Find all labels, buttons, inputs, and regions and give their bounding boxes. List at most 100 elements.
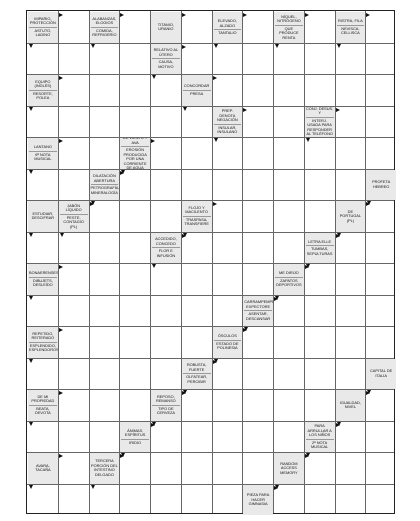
grid-cell[interactable] <box>242 389 273 421</box>
grid-cell[interactable] <box>119 106 150 138</box>
grid-cell[interactable] <box>273 326 304 358</box>
grid-cell[interactable] <box>335 169 366 201</box>
grid-cell[interactable] <box>89 232 120 264</box>
grid-cell[interactable] <box>150 452 181 484</box>
grid-cell[interactable] <box>365 452 396 484</box>
grid-cell[interactable] <box>89 263 120 295</box>
grid-cell[interactable] <box>273 169 304 201</box>
grid-cell[interactable] <box>273 137 304 169</box>
grid-cell[interactable] <box>273 74 304 106</box>
grid-cell[interactable] <box>89 421 120 453</box>
grid-cell[interactable] <box>335 484 366 516</box>
grid-cell[interactable] <box>181 421 212 453</box>
grid-cell[interactable] <box>335 263 366 295</box>
grid-cell[interactable] <box>212 484 243 516</box>
grid-cell[interactable] <box>119 263 150 295</box>
grid-cell[interactable] <box>242 43 273 75</box>
grid-cell[interactable] <box>150 200 181 232</box>
grid-cell[interactable] <box>181 263 212 295</box>
grid-cell[interactable] <box>181 326 212 358</box>
grid-cell[interactable] <box>304 326 335 358</box>
grid-cell[interactable] <box>242 358 273 390</box>
grid-cell[interactable] <box>365 74 396 106</box>
grid-cell[interactable] <box>335 295 366 327</box>
grid-cell[interactable] <box>58 484 89 516</box>
grid-cell[interactable] <box>89 326 120 358</box>
grid-cell[interactable] <box>304 169 335 201</box>
grid-cell[interactable] <box>273 389 304 421</box>
grid-cell[interactable] <box>119 484 150 516</box>
grid-cell[interactable] <box>58 169 89 201</box>
grid-cell[interactable] <box>242 137 273 169</box>
grid-cell[interactable] <box>365 43 396 75</box>
grid-cell[interactable] <box>58 358 89 390</box>
grid-cell[interactable] <box>304 358 335 390</box>
grid-cell[interactable] <box>89 106 120 138</box>
grid-cell[interactable] <box>273 421 304 453</box>
grid-cell[interactable] <box>89 358 120 390</box>
grid-cell[interactable] <box>304 74 335 106</box>
grid-cell[interactable] <box>58 106 89 138</box>
grid-cell[interactable] <box>335 74 366 106</box>
grid-cell[interactable] <box>150 326 181 358</box>
grid-cell[interactable] <box>242 200 273 232</box>
grid-cell[interactable] <box>89 295 120 327</box>
grid-cell[interactable] <box>365 263 396 295</box>
grid-cell[interactable] <box>181 137 212 169</box>
grid-cell[interactable] <box>365 421 396 453</box>
grid-cell[interactable] <box>212 232 243 264</box>
grid-cell[interactable] <box>181 169 212 201</box>
grid-cell[interactable] <box>119 43 150 75</box>
grid-cell[interactable] <box>304 484 335 516</box>
grid-cell[interactable] <box>212 389 243 421</box>
grid-cell[interactable] <box>181 484 212 516</box>
grid-cell[interactable] <box>119 200 150 232</box>
grid-cell[interactable] <box>273 200 304 232</box>
grid-cell[interactable] <box>242 74 273 106</box>
grid-cell[interactable] <box>119 74 150 106</box>
grid-cell[interactable] <box>212 421 243 453</box>
grid-cell[interactable] <box>58 421 89 453</box>
grid-cell[interactable] <box>212 169 243 201</box>
grid-cell[interactable] <box>119 232 150 264</box>
grid-cell[interactable] <box>304 200 335 232</box>
grid-cell[interactable] <box>150 169 181 201</box>
grid-cell[interactable] <box>273 106 304 138</box>
grid-cell[interactable] <box>119 326 150 358</box>
grid-cell[interactable] <box>150 106 181 138</box>
grid-cell[interactable] <box>150 295 181 327</box>
grid-cell[interactable] <box>150 484 181 516</box>
grid-cell[interactable] <box>242 421 273 453</box>
grid-cell[interactable] <box>242 169 273 201</box>
grid-cell[interactable] <box>212 263 243 295</box>
grid-cell[interactable] <box>212 295 243 327</box>
grid-cell[interactable] <box>58 43 89 75</box>
grid-cell[interactable] <box>242 452 273 484</box>
grid-cell[interactable] <box>119 389 150 421</box>
grid-cell[interactable] <box>304 295 335 327</box>
grid-cell[interactable] <box>365 326 396 358</box>
grid-cell[interactable] <box>335 358 366 390</box>
grid-cell[interactable] <box>304 389 335 421</box>
grid-cell[interactable] <box>242 232 273 264</box>
grid-cell[interactable] <box>335 452 366 484</box>
grid-cell[interactable] <box>304 43 335 75</box>
grid-cell[interactable] <box>365 295 396 327</box>
grid-cell[interactable] <box>273 232 304 264</box>
grid-cell[interactable] <box>335 137 366 169</box>
grid-cell[interactable] <box>273 358 304 390</box>
grid-cell[interactable] <box>242 263 273 295</box>
grid-cell[interactable] <box>150 358 181 390</box>
grid-cell[interactable] <box>212 452 243 484</box>
grid-cell[interactable] <box>365 484 396 516</box>
grid-cell[interactable] <box>365 232 396 264</box>
grid-cell[interactable] <box>58 295 89 327</box>
grid-cell[interactable] <box>89 137 120 169</box>
grid-cell[interactable] <box>119 295 150 327</box>
grid-cell[interactable] <box>181 295 212 327</box>
grid-cell[interactable] <box>365 106 396 138</box>
grid-cell[interactable] <box>89 389 120 421</box>
grid-cell[interactable] <box>365 137 396 169</box>
grid-cell[interactable] <box>89 74 120 106</box>
grid-cell[interactable] <box>335 326 366 358</box>
